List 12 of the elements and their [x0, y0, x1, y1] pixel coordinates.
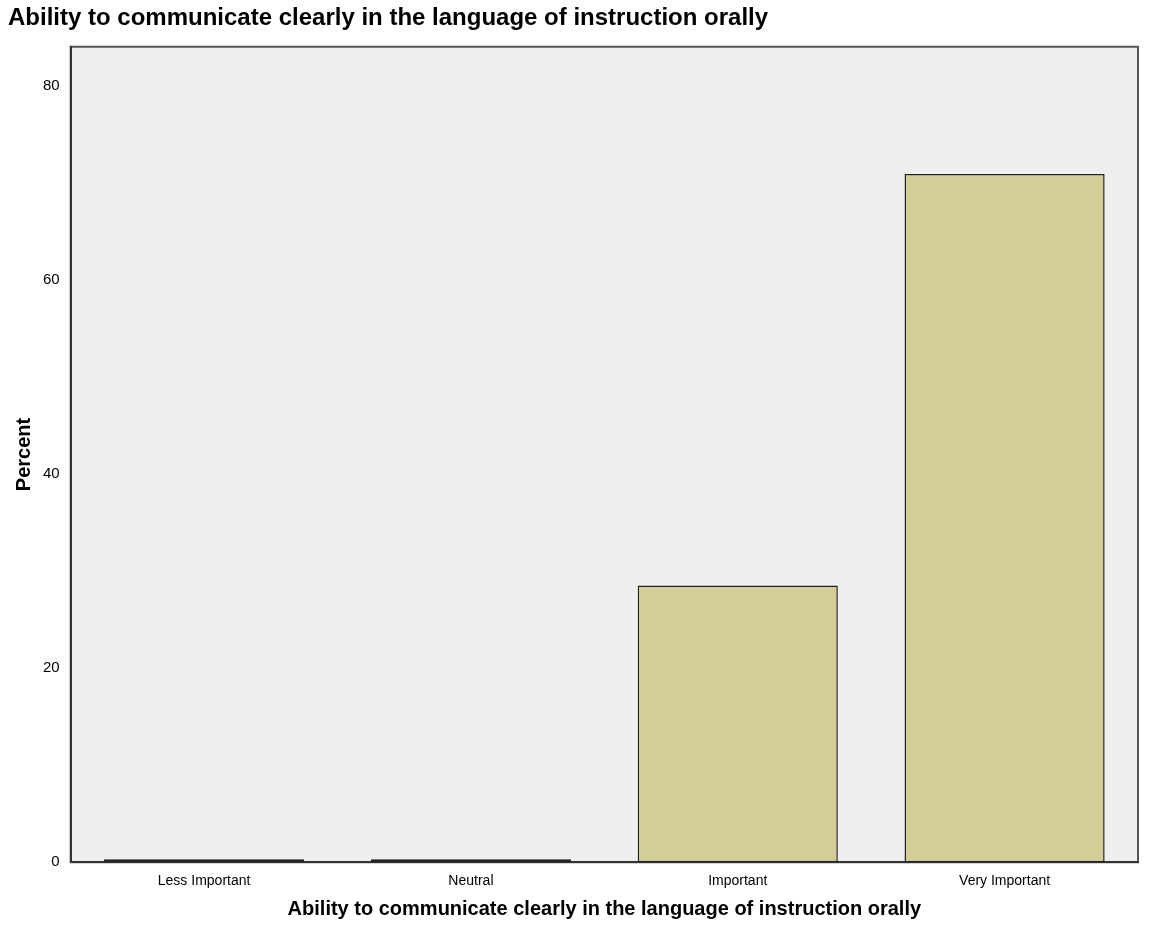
x-tick-label: Neutral	[448, 872, 494, 889]
x-tick-label: Less Important	[157, 872, 251, 889]
y-tick-label: 80	[43, 75, 60, 93]
y-axis-title: Percent	[11, 417, 34, 492]
y-tick-label: 0	[51, 852, 60, 870]
y-tick-label: 40	[43, 464, 60, 482]
x-tick-label: Important	[708, 872, 768, 889]
y-tick-label: 20	[43, 658, 60, 676]
x-tick-label: Very Important	[959, 872, 1051, 889]
chart-title: Ability to communicate clearly in the language of instruction orally	[8, 3, 769, 31]
x-axis-title: Ability to communicate clearly in the language of instruction orally	[287, 896, 922, 919]
y-tick-label: 60	[43, 269, 60, 287]
